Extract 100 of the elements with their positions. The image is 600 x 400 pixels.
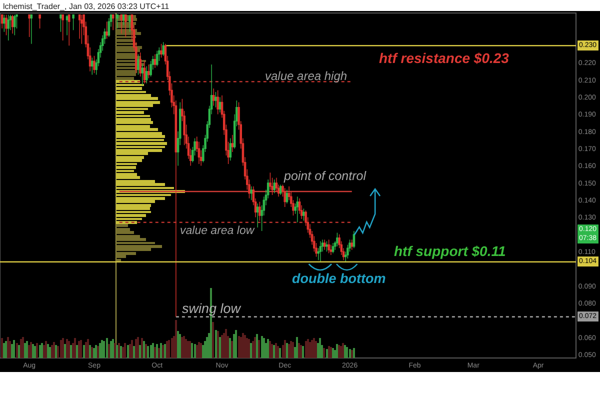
candlestick [231,134,234,152]
candlestick [328,239,330,254]
bar [11,344,13,358]
bar [116,170,134,172]
bar [263,338,265,358]
candlestick [273,179,276,194]
candlestick [30,14,33,44]
bar [177,331,179,358]
bar [13,340,15,358]
annotation: point of control [283,169,368,183]
bar [248,339,250,358]
bar [254,337,256,358]
candlestick [280,184,282,196]
bar [212,322,214,358]
bar [116,173,137,176]
candlestick [286,189,288,204]
candlestick [216,90,219,115]
bar [292,342,294,358]
bar [110,341,112,358]
bar [26,341,28,358]
bar [116,77,134,80]
bar [305,341,307,358]
bar [204,341,206,358]
candlestick [60,14,62,32]
bar [116,135,165,138]
bar [74,338,76,358]
bar [152,343,154,358]
bar [154,347,156,358]
bar [78,341,80,358]
bar [80,340,82,358]
bar [66,339,68,358]
candlestick [350,239,354,250]
bar [116,39,134,42]
candlestick [258,201,261,222]
candlestick [38,14,41,29]
bar [22,337,24,358]
bar [34,346,36,358]
bar [175,320,177,358]
candlestick [72,14,74,31]
candlestick [162,42,165,56]
candlestick [302,208,305,222]
candlestick [80,14,83,44]
bar [116,73,136,76]
bar [45,341,47,358]
bar [116,228,130,231]
bar [116,97,158,100]
bar [116,156,144,159]
candlestick [218,96,222,113]
bar [135,339,137,358]
bar [298,343,300,358]
bar [323,348,325,358]
candlestick [256,203,259,228]
candlestick [3,14,6,32]
candlestick [137,54,140,76]
bar [68,341,70,358]
candlestick [296,196,299,223]
candlestick [332,242,334,254]
candlestick [93,56,96,74]
bar [99,343,101,358]
bar [231,341,233,358]
bar [284,340,286,358]
bar [116,87,142,90]
candlestick [116,14,118,29]
bar [156,344,158,358]
candlestick [284,188,286,208]
candlestick [14,14,16,36]
bar [39,345,41,358]
candlestick [352,230,356,248]
bar [116,211,151,213]
bar [296,337,298,358]
bar [258,340,260,358]
candlestick [214,92,217,108]
bar [36,343,38,358]
bar [83,345,85,358]
bar [116,166,136,169]
bar [108,344,110,358]
candlestick [326,240,328,252]
bar [116,84,144,86]
candlestick [68,14,70,46]
bar [150,345,152,358]
annotation: value area low [180,225,255,237]
bar [141,338,143,358]
annotation: value area high [265,69,348,83]
candlestick [336,232,338,247]
bar [116,218,142,220]
candlestick [160,44,162,58]
candlestick [324,239,326,250]
bar [124,343,126,358]
candlestick [5,14,8,36]
candlestick [112,14,114,31]
bar [28,345,30,358]
annotation: htf resistance $0.23 [379,50,510,66]
bar [168,340,170,358]
bar [60,340,62,358]
bar [5,341,7,358]
bar [235,330,237,358]
bar [256,334,258,358]
bar [116,118,151,121]
bar [319,338,321,358]
candlestick [91,57,94,76]
